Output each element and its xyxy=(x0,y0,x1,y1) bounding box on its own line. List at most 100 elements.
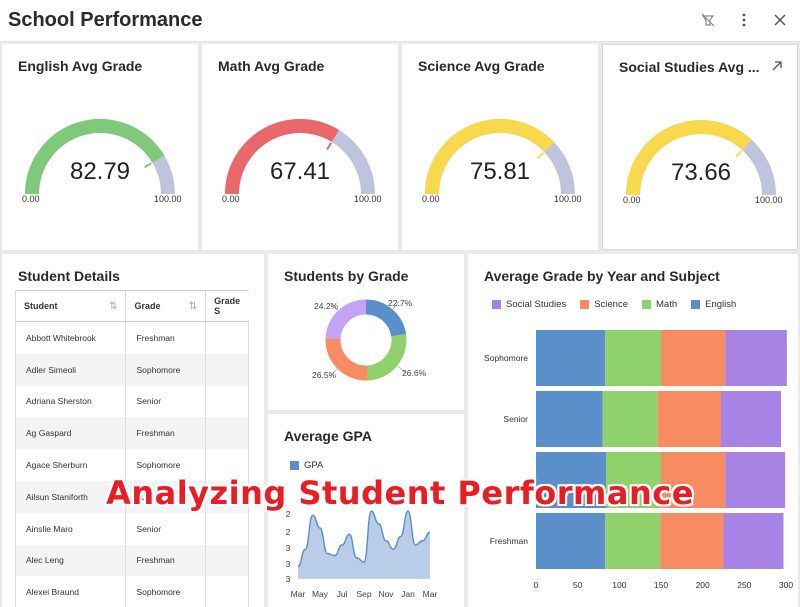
legend-swatch xyxy=(642,300,652,309)
donut-slice xyxy=(325,337,368,381)
x-tick-label: Mar xyxy=(291,589,306,599)
gauge-value: 73.66 xyxy=(670,159,732,186)
x-tick-label: 200 xyxy=(696,580,710,590)
cell-grade-s xyxy=(206,417,249,450)
donut-chart: 22.7% 26.6% 26.5% 24.2% xyxy=(312,298,427,381)
sort-icon[interactable]: ⇅ xyxy=(109,300,118,312)
cell-student: Ainslie Maro xyxy=(16,512,127,545)
legend-item[interactable]: Math xyxy=(642,299,677,310)
card-title: Average GPA xyxy=(284,428,372,444)
cell-student: Alexei Braund xyxy=(16,576,127,607)
card-title: Students by Grade xyxy=(284,268,409,284)
legend-swatch xyxy=(580,300,590,309)
gpa-area xyxy=(298,511,430,579)
x-tick-label: May xyxy=(312,589,329,599)
x-tick-label: 150 xyxy=(654,580,668,590)
gauge-title: Math Avg Grade xyxy=(218,58,325,74)
more-vertical-icon[interactable] xyxy=(736,10,752,30)
x-tick-label: Mar xyxy=(423,589,438,599)
cell-grade: Junior xyxy=(126,480,207,513)
gauge-fill xyxy=(425,119,555,195)
cell-grade: Senior xyxy=(126,385,207,418)
slice-leader-line xyxy=(329,368,338,377)
bar-segment xyxy=(725,330,787,386)
cell-grade: Sophomore xyxy=(126,353,207,386)
table-row[interactable]: Ag Gaspard Freshman xyxy=(16,417,249,450)
overlay-headline: Analyzing Student Performance xyxy=(106,474,694,512)
hide-icon[interactable] xyxy=(700,10,716,30)
gauge-marker xyxy=(144,162,152,169)
bar-segment xyxy=(602,391,658,447)
gauge-fill xyxy=(225,119,340,195)
cell-student: Adriana Sherston xyxy=(16,385,127,418)
x-tick-label: Sep xyxy=(356,589,371,599)
gauge-card-social-studies[interactable]: Social Studies Avg ... 73.66 0.00 100.00 xyxy=(602,44,798,250)
gauge-title: English Avg Grade xyxy=(18,58,143,74)
legend-item[interactable]: English xyxy=(691,299,736,310)
table-row[interactable]: Abbott Whitebrook Freshman xyxy=(16,322,249,354)
category-label: Sophomore xyxy=(484,353,528,363)
y-tick-label: 2 xyxy=(286,509,291,519)
students-by-grade-card: Students by Grade 22.7% 26.6% 26.5% 24.2% xyxy=(268,254,464,410)
x-tick-label: 250 xyxy=(737,580,751,590)
table-body: Abbott Whitebrook Freshman Adler Simeoli So… xyxy=(16,322,249,607)
sort-icon[interactable]: ⇅ xyxy=(188,300,198,312)
table-row[interactable]: Ainslie Maro Senior xyxy=(16,512,249,545)
bar-legend: Social Studies Science Math English xyxy=(492,299,736,310)
gauge-value: 82.79 xyxy=(69,158,131,185)
gauge-fill xyxy=(25,119,165,195)
expand-icon[interactable] xyxy=(771,59,783,75)
cell-grade-s xyxy=(206,544,249,577)
cell-grade-s xyxy=(206,449,249,481)
cell-grade: Freshman xyxy=(126,322,207,354)
legend-item[interactable]: Science xyxy=(580,299,628,310)
cell-grade-s xyxy=(206,385,249,418)
category-label: Senior xyxy=(503,414,528,424)
slice-label: 22.7% xyxy=(388,298,413,308)
legend-item[interactable]: Social Studies xyxy=(492,299,566,310)
legend-item[interactable]: GPA xyxy=(290,460,323,471)
table-row[interactable]: Ailsun Staniforth Junior xyxy=(16,480,249,513)
close-icon[interactable] xyxy=(772,10,788,30)
gauge-value: 67.41 xyxy=(269,158,331,185)
donut-slice xyxy=(366,334,407,381)
cell-grade: Sophomore xyxy=(126,449,207,481)
gauge-card-math[interactable]: Math Avg Grade 67.41 0.00 100.00 xyxy=(202,44,398,250)
student-table[interactable]: Student ⇅ Grade ⇅ Grade S Abbott Whitebroo… xyxy=(15,290,249,607)
cell-grade-s xyxy=(206,322,249,354)
x-tick-label: Jan xyxy=(401,589,415,599)
x-tick-label: 50 xyxy=(573,580,583,590)
cell-grade-s xyxy=(206,353,249,386)
column-header-grade[interactable]: Grade ⇅ xyxy=(126,291,207,321)
table-row[interactable]: Agace Sherburn Sophomore xyxy=(16,449,249,481)
column-header-student[interactable]: Student ⇅ xyxy=(16,291,127,321)
gauge-chart xyxy=(425,119,575,195)
gauge-card-science[interactable]: Science Avg Grade 75.81 0.00 100.00 xyxy=(402,44,598,250)
bar-segment xyxy=(725,452,786,508)
slice-label: 26.6% xyxy=(402,368,427,378)
gauge-title: Science Avg Grade xyxy=(418,58,545,74)
average-gpa-card: Average GPA GPA 2 2 3 3 3 Mar May Jul Sep Nov Jan M… xyxy=(268,414,464,607)
legend-swatch xyxy=(492,300,501,309)
cell-grade: Senior xyxy=(126,512,207,545)
gauge-card-english[interactable]: English Avg Grade 82.79 0.00 100.00 xyxy=(2,44,198,250)
gauge-value: 75.81 xyxy=(469,158,531,185)
table-row[interactable]: Adriana Sherston Senior xyxy=(16,385,249,418)
table-row[interactable]: Adler Simeoli Sophomore xyxy=(16,353,249,386)
cell-student: Agace Sherburn xyxy=(16,449,127,481)
cell-grade-s xyxy=(206,480,249,513)
gauge-marker xyxy=(735,150,743,158)
table-row[interactable]: Alec Leng Freshman xyxy=(16,544,249,577)
gauge-min-label: 0.00 xyxy=(422,194,440,204)
bar-segment xyxy=(536,452,606,508)
column-header-grade-s[interactable]: Grade S xyxy=(214,296,241,316)
slice-leader-line xyxy=(330,302,338,311)
gauge-max-label: 100.00 xyxy=(354,194,382,204)
cell-grade: Freshman xyxy=(126,417,207,450)
legend-swatch xyxy=(290,461,299,470)
app-title: School Performance xyxy=(8,9,203,31)
gpa-line xyxy=(297,510,431,567)
stacked-bar-chart: Sophomore Senior Freshman 0 50 100 150 200 250 30… xyxy=(484,330,793,590)
table-row[interactable]: Alexei Braund Sophomore xyxy=(16,576,249,607)
